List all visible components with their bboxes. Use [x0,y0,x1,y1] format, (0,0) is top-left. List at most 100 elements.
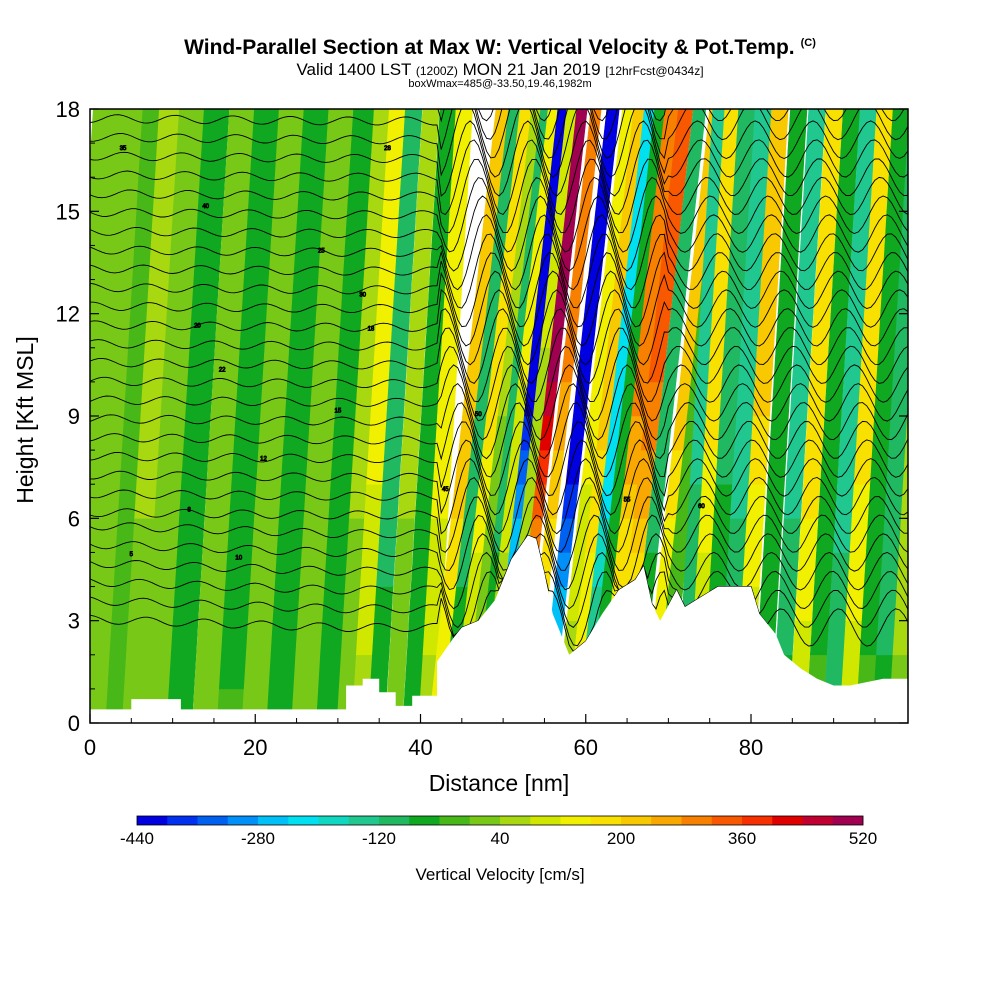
velocity-cell [896,552,908,587]
velocity-cell [396,211,417,246]
velocity-cell [150,211,175,246]
velocity-cell [193,245,222,280]
velocity-cell [416,176,436,212]
colorbar-frame [136,815,864,826]
velocity-cell [293,654,321,690]
subtitle-date: MON 21 Jan 2019 [462,60,601,79]
velocity-cell [256,449,284,485]
colorbar-tick-label: 360 [728,829,756,848]
velocity-cell [851,483,871,519]
velocity-cell [397,483,417,519]
velocity-cell [318,654,342,690]
velocity-cell [194,654,222,690]
velocity-cell [187,347,215,383]
velocity-cell [195,211,224,246]
velocity-cell [886,449,906,485]
velocity-cell [406,620,427,656]
terrain-mask [90,535,908,723]
velocity-cell [781,517,801,553]
velocity-cell [387,654,407,690]
velocity-cell [861,586,882,622]
velocity-cell [727,245,748,280]
velocity-cell [890,381,908,417]
isentrope-label: 5 [130,552,134,558]
velocity-cell [123,381,144,417]
velocity-cell [144,313,169,349]
velocity-cell [736,109,756,144]
velocity-cell [322,586,346,622]
velocity-cell [142,347,166,383]
velocity-cell [414,483,435,519]
colorbar-swatch [318,816,350,825]
velocity-cell [156,449,184,485]
velocity-cell [208,415,237,451]
velocity-cell [274,142,303,178]
velocity-cell [834,211,855,246]
isentrope-label: 40 [202,204,209,210]
velocity-cell [904,415,908,451]
isentrope-label: 35 [120,146,127,152]
colorbar-title: Vertical Velocity [cm/s] [415,865,584,884]
velocity-cell [303,483,332,519]
velocity-cell [389,620,409,656]
velocity-cell [828,313,848,349]
velocity-cell [880,279,900,315]
velocity-cell [278,483,307,519]
velocity-cell [914,280,966,314]
velocity-cell [202,517,230,553]
colorbar-swatch [590,816,622,825]
velocity-cell [554,552,572,587]
velocity-cell [154,483,182,519]
velocity-cell [132,245,152,280]
velocity-cell [123,654,148,690]
velocity-cell [907,400,908,417]
velocity-cell [892,620,908,656]
colorbar-swatch [560,816,592,825]
velocity-cell [227,109,255,144]
velocity-cell [307,415,336,451]
velocity-cell [832,245,852,280]
velocity-cell [836,176,857,212]
velocity-cell [833,517,853,553]
velocity-cell [853,176,874,212]
velocity-cell [560,347,576,383]
velocity-cell [894,313,908,349]
velocity-cell [868,211,888,246]
velocity-cell [90,109,144,144]
velocity-cell [759,586,779,622]
velocity-cell [291,279,319,315]
velocity-cell [362,517,382,553]
velocity-cell [249,552,278,587]
velocity-cell [756,313,777,349]
isentrope-label: 60 [698,504,705,510]
velocity-cell [602,109,620,144]
velocity-cell [245,620,274,656]
velocity-cell [316,279,344,315]
isentrope-label: 30 [359,293,366,299]
velocity-cell [909,348,961,382]
velocity-cell [126,347,146,383]
velocity-cell [841,654,861,690]
velocity-cell [172,176,201,212]
velocity-cell [90,176,140,212]
chart-info-line: boxWmax=485@-33.50,19.46,1982m [408,78,592,90]
velocity-cell [223,176,251,212]
velocity-cell [405,347,426,383]
velocity-cell [843,620,863,656]
x-axis: 0 20 40 60 80 [84,714,876,760]
y-tick-label: 6 [68,506,80,531]
velocity-cell [798,517,819,553]
velocity-cell [849,517,869,553]
velocity-cell [779,552,799,587]
velocity-cell [360,552,380,587]
velocity-cell [216,279,245,315]
velocity-cell [111,586,131,622]
isentrope-line [90,120,908,197]
velocity-cell [322,176,350,212]
velocity-cell [689,109,707,144]
isentrope-label: 25 [318,248,325,254]
velocity-cell [783,483,804,519]
velocity-cell [156,109,181,144]
isentrope-line [90,402,908,478]
velocity-cell [787,415,808,451]
